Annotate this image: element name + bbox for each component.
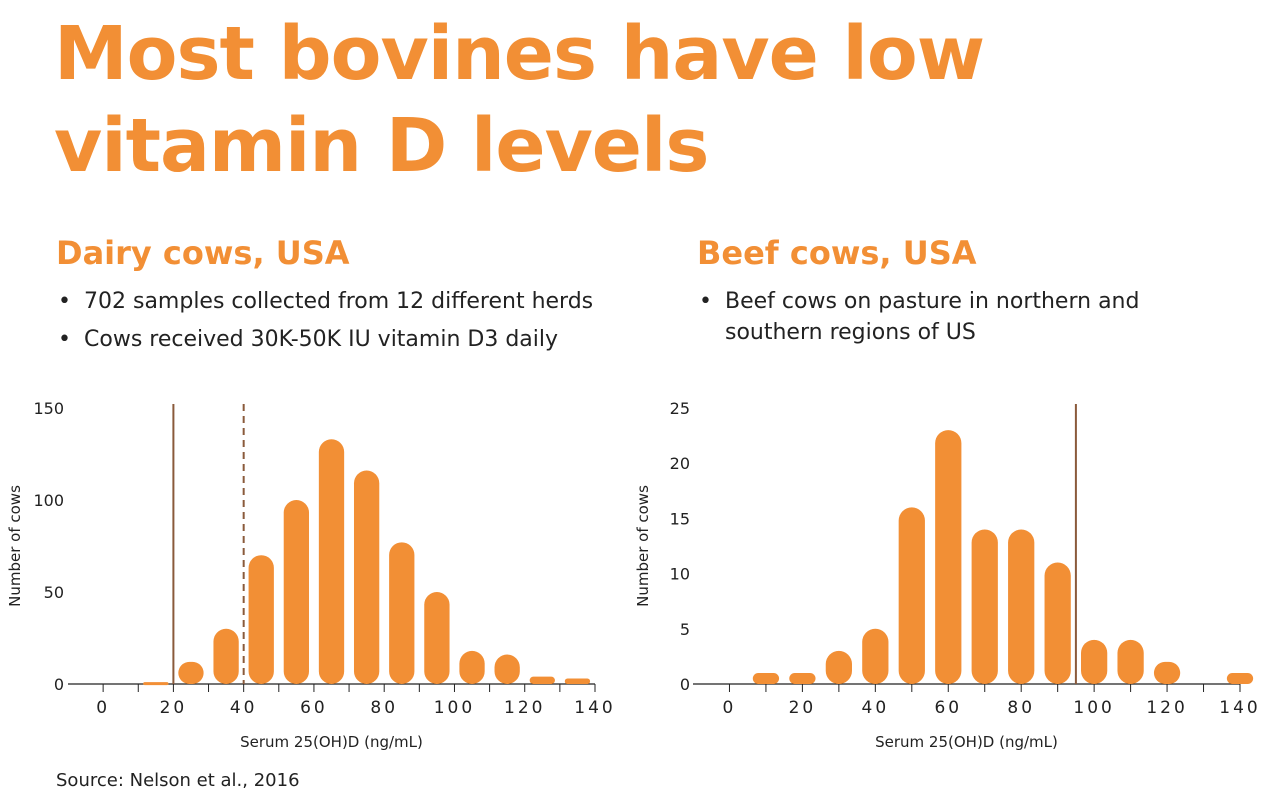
page-title: Most bovines have low vitamin D levels [54,11,985,189]
histogram-bar [862,628,889,684]
histogram-bar [424,592,450,684]
dairy-bullet-item: 702 samples collected from 12 different … [56,286,656,317]
dairy-histogram: 0 20 40 60 80 100 120 140 0 50 100 150 Serum 25(OH)D… [6,399,615,751]
histogram-bar [529,676,555,684]
histogram-bar [283,500,310,684]
histogram-bar [389,542,415,684]
histogram-bar [1153,661,1181,684]
beef-bullet-list: Beef cows on pasture in northern and sou… [697,286,1197,355]
x-tick-label: 140 [1219,698,1260,718]
histogram-bar [459,650,485,684]
dairy-heading: Dairy cows, USA [56,234,350,272]
x-tick-label: 0 [723,698,737,718]
x-tick-label: 120 [504,698,545,718]
y-tick-label: 50 [44,583,64,602]
x-tick-label: 100 [1073,698,1114,718]
x-tick-label: 20 [160,698,188,718]
x-tick-label: 20 [789,698,817,718]
y-tick-label: 150 [33,399,64,418]
y-tick-label: 10 [670,565,690,584]
y-tick-label: 100 [33,491,64,510]
histogram-bar [1008,529,1035,684]
source-citation: Source: Nelson et al., 2016 [56,770,300,791]
y-axis-title: Number of cows [634,485,652,607]
histogram-bar [494,654,520,684]
dairy-bullet-item: Cows received 30K-50K IU vitamin D3 dail… [56,324,656,355]
x-axis-title: Serum 25(OH)D (ng/mL) [875,733,1058,751]
y-axis-title: Number of cows [6,485,24,607]
x-tick-label: 100 [434,698,475,718]
histogram-bar [1226,672,1254,684]
histogram-bar [752,672,780,684]
histogram-bar [213,628,239,684]
x-tick-label: 80 [370,698,398,718]
x-tick-label: 60 [934,698,962,718]
x-tick-label: 60 [300,698,328,718]
histogram-bar [898,507,925,684]
histogram-bar [935,430,962,684]
beef-bullet-item: Beef cows on pasture in northern and sou… [697,286,1197,348]
x-tick-label: 140 [574,698,615,718]
y-tick-label: 5 [680,620,690,639]
histogram-bar [1081,639,1108,684]
dairy-bullet-list: 702 samples collected from 12 different … [56,286,656,362]
x-axis-title: Serum 25(OH)D (ng/mL) [240,733,423,751]
y-tick-label: 0 [680,675,690,694]
histogram-bar [318,439,345,684]
beef-histogram: 0 20 40 60 80 100 120 140 0 5 10 15 20 25 Serum 25(OH)… [634,399,1260,751]
histogram-bar [789,672,816,684]
x-tick-label: 0 [96,698,110,718]
histogram-bar [1044,562,1071,684]
x-tick-label: 80 [1007,698,1035,718]
histogram-bar [825,650,852,684]
histogram-bar [143,682,169,686]
y-tick-label: 25 [670,399,690,418]
histogram-bar [1117,639,1144,684]
histogram-bar [248,555,274,684]
y-tick-label: 0 [54,675,64,694]
beef-heading: Beef cows, USA [697,234,977,272]
histogram-bar [564,678,591,684]
y-tick-label: 20 [670,454,690,473]
x-tick-label: 40 [230,698,258,718]
histogram-bar [353,470,380,684]
histogram-bar [178,661,204,684]
y-tick-label: 15 [670,509,690,528]
x-tick-label: 120 [1146,698,1187,718]
histogram-bar [971,529,998,684]
x-tick-label: 40 [862,698,890,718]
